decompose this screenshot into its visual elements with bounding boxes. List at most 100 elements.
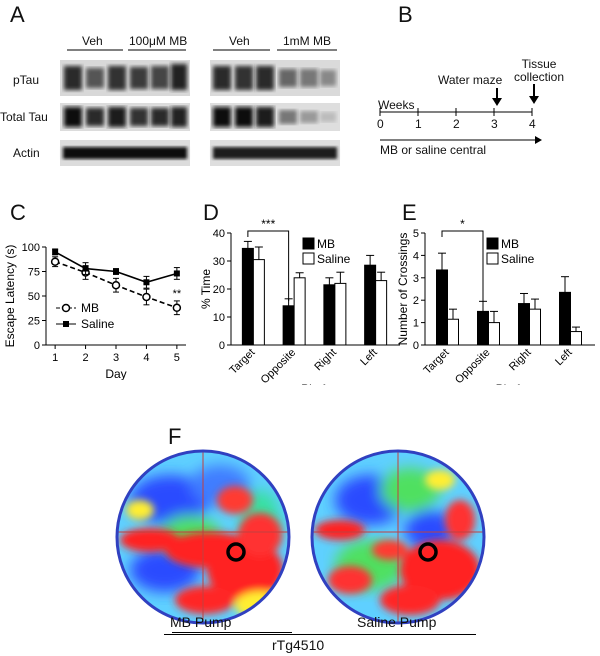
timeline-event-tissue: Tissue collection [514,58,564,84]
e-legend-label-mb: MB [501,237,519,251]
e-ytick-label-3: 3 [413,273,419,285]
western-blot [60,49,340,166]
d-bar-mb-2 [323,284,336,346]
c-point-mb-0 [50,257,60,266]
escape-latency-chart: 0 25 50 75 100 1 2 3 4 5 Day Escape Latency (s) ** MB… [3,242,186,380]
c-series-line-saline [54,251,178,284]
c-point-mb-2 [111,280,121,290]
c-xlabel: Day [105,367,126,380]
timeline-treatment: MB or saline central [380,143,487,157]
e-ytick-label-1: 1 [413,318,419,330]
d-sig-annotation: *** [261,217,275,231]
e-category-label-0: Target [422,347,452,377]
c-ytick-label-3: 75 [28,267,40,279]
c-legend-label-saline: Saline [81,317,115,331]
c-xtick-label-1: 2 [83,352,89,364]
blot-totaltau-right [210,103,340,131]
d-category-label-3: Left [358,347,379,368]
e-legend-swatch-saline [486,252,499,265]
e-bar-saline-0 [447,318,459,346]
d-legend-swatch-mb [302,237,315,250]
blot-ptau-left [60,60,190,96]
timeline-weeks-label: Weeks [378,98,415,112]
blot-mb-label-2: 1mM MB [283,34,331,48]
e-ytick-label-5: 5 [413,228,419,240]
blot-veh-label-2: Veh [229,34,250,48]
timeline-tick-2: 2 [453,117,460,131]
d-xlabel: Platform [301,382,346,385]
e-bar-saline-1 [488,322,500,346]
d-bar-mb-0 [241,247,254,346]
e-sig-bracket [441,230,484,313]
e-legend-label-saline: Saline [501,252,535,266]
heatmap-mb-pump [117,451,289,623]
c-point-mb-4 [172,303,182,313]
blot-row-totaltau: Total Tau [0,110,48,124]
c-ytick-label-4: 100 [22,242,40,254]
e-bar-saline-2 [529,308,541,346]
panel-a-label: A [10,2,25,27]
e-bar-mb-0 [436,269,448,346]
e-bar-mb-3 [559,291,571,346]
e-bar-mb-2 [518,303,530,346]
panel-d-label: D [203,200,219,225]
c-xtick-label-2: 3 [113,352,119,364]
saline-pump-caption: Saline Pump [357,614,437,630]
c-point-saline-0 [52,248,59,255]
e-bar-mb-1 [477,310,489,346]
e-sig-annotation: * [460,217,465,231]
e-ytick-label-0: 0 [413,340,419,352]
panel-f-label: F [168,424,182,449]
blot-row-actin: Actin [13,146,40,160]
d-ytick-label-1: 10 [213,312,225,324]
e-category-label-3: Left [553,347,574,368]
d-category-label-0: Target [227,347,257,377]
e-ylabel: Number of Crossings [396,233,410,346]
c-annotation: ** [173,288,182,300]
c-point-saline-3 [143,279,150,286]
c-legend-marker-mb [61,303,71,313]
e-xlabel: Platform [496,382,541,385]
timeline-tick-1: 1 [415,117,422,131]
d-category-label-2: Right [312,347,339,374]
e-bar-saline-3 [570,331,582,346]
c-legend-label-mb: MB [81,301,99,315]
timeline-diagram [379,84,542,144]
timeline-tick-3: 3 [491,117,498,131]
timeline-event-tissue-line2: collection [514,70,565,84]
d-ytick-label-0: 0 [219,340,225,352]
c-point-saline-2 [113,268,119,275]
timeline-tick-0: 0 [377,117,384,131]
d-bar-mb-1 [282,305,295,346]
timeline-event-water-maze: Water maze [438,73,503,87]
e-category-label-1: Opposite [453,347,493,385]
e-ytick-label-4: 4 [413,250,419,262]
platform-marker-right [418,542,438,562]
d-ytick-label-4: 40 [213,228,225,240]
c-ytick-label-2: 50 [28,291,40,303]
d-bar-saline-2 [334,282,347,346]
d-ylabel: % Time [199,269,213,309]
panel-c-label: C [10,200,26,225]
blot-totaltau-left [60,103,190,131]
c-ylabel: Escape Latency (s) [3,245,17,348]
rtg-underline [164,634,476,635]
c-xtick-label-3: 4 [143,352,149,364]
d-legend-label-mb: MB [317,237,335,251]
blot-row-ptau: pTau [13,73,40,87]
c-point-saline-4 [173,270,180,277]
blot-mb-label-1: 100μM MB [129,34,188,48]
d-bar-saline-1 [293,277,306,346]
d-ytick-label-2: 20 [213,284,225,296]
c-legend-marker-saline [63,321,69,327]
d-bar-saline-3 [375,280,388,346]
d-bar-saline-0 [252,259,265,346]
blot-actin-left [60,140,190,166]
blot-veh-label-1: Veh [82,34,103,48]
d-bar-mb-3 [364,264,377,346]
d-category-label-1: Opposite [259,347,299,385]
blot-ptau-right [210,60,340,96]
mb-pump-underline [172,632,292,633]
